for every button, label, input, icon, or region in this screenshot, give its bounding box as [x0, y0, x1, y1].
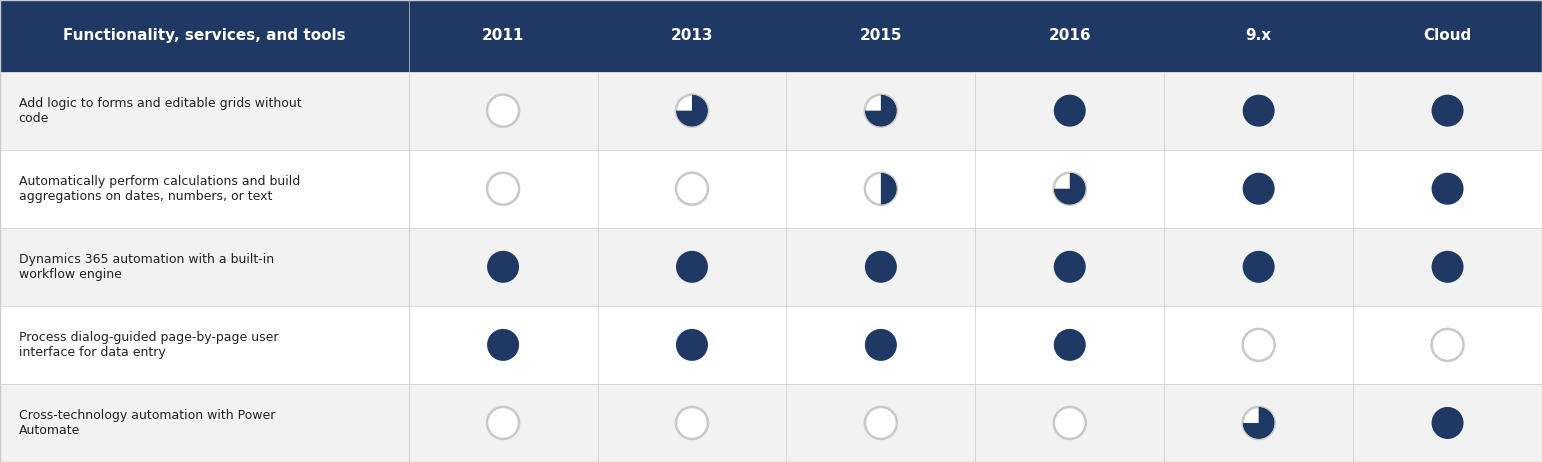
Ellipse shape [1243, 407, 1275, 439]
Ellipse shape [1431, 251, 1463, 283]
Ellipse shape [865, 95, 897, 127]
Text: Cloud: Cloud [1423, 28, 1471, 43]
Text: 2011: 2011 [483, 28, 524, 43]
Polygon shape [675, 95, 708, 127]
Text: 2015: 2015 [859, 28, 902, 43]
Text: Automatically perform calculations and build
aggregations on dates, numbers, or : Automatically perform calculations and b… [19, 175, 299, 203]
Ellipse shape [675, 95, 708, 127]
Ellipse shape [675, 95, 708, 127]
Bar [0, 150, 1542, 228]
Ellipse shape [1431, 329, 1463, 361]
Ellipse shape [487, 329, 520, 361]
Ellipse shape [487, 173, 520, 205]
Ellipse shape [1243, 95, 1275, 127]
Ellipse shape [1431, 95, 1463, 127]
Polygon shape [865, 95, 897, 127]
Ellipse shape [1053, 251, 1086, 283]
Ellipse shape [487, 407, 520, 439]
Ellipse shape [1431, 407, 1463, 439]
Ellipse shape [865, 329, 897, 361]
Text: 9.x: 9.x [1246, 28, 1272, 43]
Ellipse shape [1053, 173, 1086, 205]
Ellipse shape [675, 251, 708, 283]
Ellipse shape [865, 173, 897, 205]
Bar [0, 0, 1542, 72]
Ellipse shape [1431, 173, 1463, 205]
Text: Process dialog-guided page-by-page user
interface for data entry: Process dialog-guided page-by-page user … [19, 331, 278, 359]
Ellipse shape [1243, 251, 1275, 283]
Ellipse shape [865, 251, 897, 283]
Bar [0, 384, 1542, 462]
Bar [0, 72, 1542, 150]
Bar [0, 306, 1542, 384]
Ellipse shape [1053, 407, 1086, 439]
Text: Functionality, services, and tools: Functionality, services, and tools [63, 28, 345, 43]
Polygon shape [1053, 173, 1086, 205]
Polygon shape [1243, 407, 1275, 439]
Ellipse shape [1243, 173, 1275, 205]
Text: Dynamics 365 automation with a built-in
workflow engine: Dynamics 365 automation with a built-in … [19, 253, 273, 281]
Ellipse shape [1053, 173, 1086, 205]
Bar [0, 228, 1542, 306]
Text: Cross-technology automation with Power
Automate: Cross-technology automation with Power A… [19, 409, 274, 437]
Ellipse shape [675, 407, 708, 439]
Ellipse shape [1053, 95, 1086, 127]
Ellipse shape [1243, 407, 1275, 439]
Ellipse shape [487, 251, 520, 283]
Text: 2016: 2016 [1049, 28, 1092, 43]
Text: 2013: 2013 [671, 28, 714, 43]
Ellipse shape [487, 95, 520, 127]
Ellipse shape [865, 173, 897, 205]
Polygon shape [880, 173, 897, 205]
Ellipse shape [1053, 329, 1086, 361]
Ellipse shape [675, 329, 708, 361]
Ellipse shape [865, 407, 897, 439]
Text: Add logic to forms and editable grids without
code: Add logic to forms and editable grids wi… [19, 97, 301, 125]
Ellipse shape [1243, 329, 1275, 361]
Ellipse shape [865, 95, 897, 127]
Ellipse shape [675, 173, 708, 205]
